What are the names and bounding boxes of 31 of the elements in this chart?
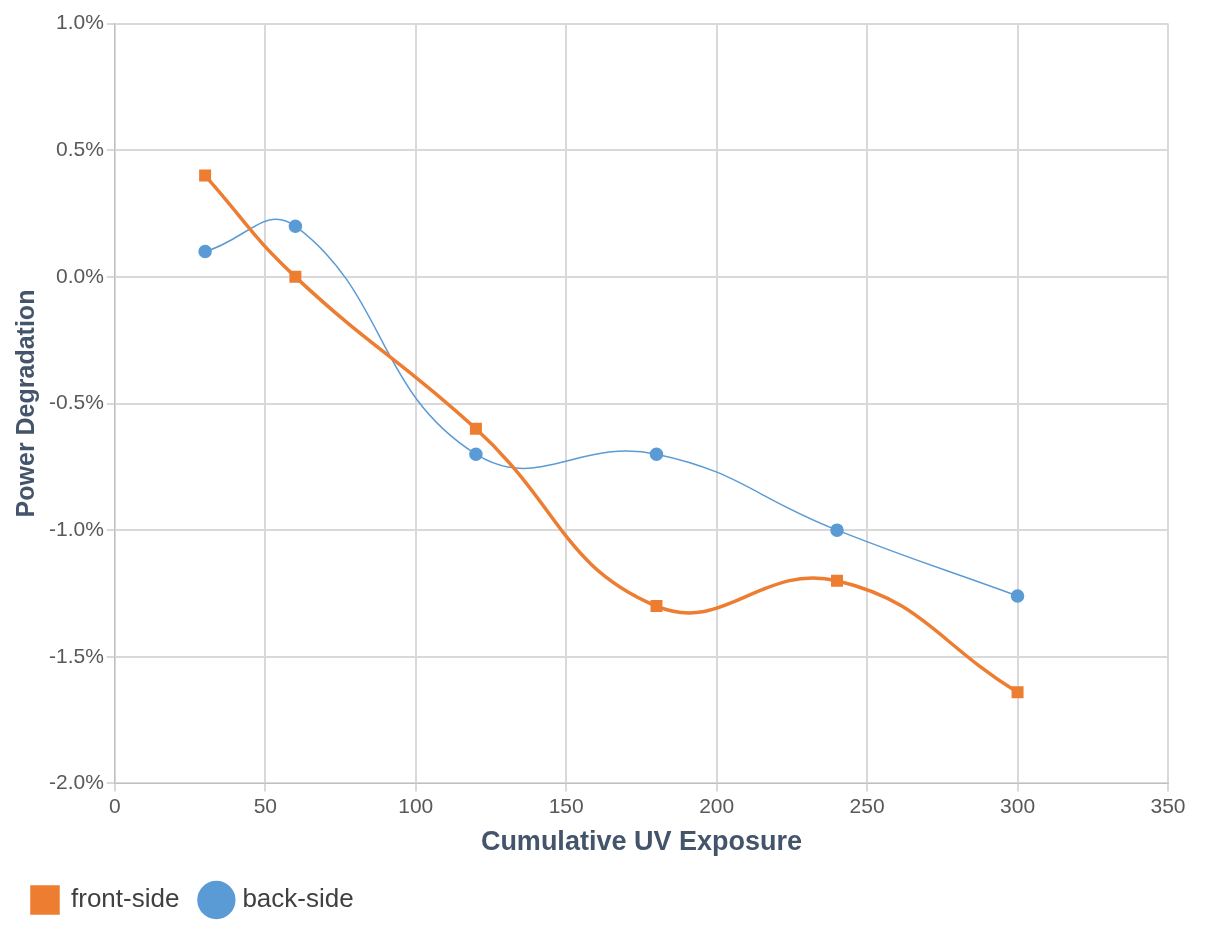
y-axis-title: Power Degradation bbox=[10, 289, 39, 518]
x-tick-label: 250 bbox=[849, 793, 885, 817]
y-tick-label: -2.0% bbox=[49, 770, 104, 794]
x-tick-label: 0 bbox=[109, 793, 121, 817]
point bbox=[1010, 589, 1025, 603]
x-tick-label: 350 bbox=[1150, 793, 1186, 817]
y-tick-label: -1.0% bbox=[49, 516, 104, 540]
point bbox=[831, 574, 844, 587]
point bbox=[288, 219, 303, 233]
point bbox=[830, 523, 844, 537]
point bbox=[199, 169, 212, 182]
point bbox=[649, 447, 664, 461]
y-tick-label: 1.0% bbox=[55, 10, 104, 34]
point bbox=[1011, 686, 1024, 699]
legend-label: front-side bbox=[71, 883, 180, 914]
point bbox=[469, 422, 482, 435]
point bbox=[469, 447, 483, 461]
x-tick-label: 100 bbox=[398, 793, 434, 817]
x-tick-label: 300 bbox=[1000, 793, 1036, 817]
x-tick-label: 200 bbox=[699, 793, 735, 817]
x-tick-label: 150 bbox=[548, 793, 584, 817]
y-tick-label: 0.5% bbox=[55, 137, 104, 161]
legend-label: back-side bbox=[242, 883, 354, 914]
point bbox=[289, 270, 302, 283]
y-tick-label: -1.5% bbox=[49, 643, 104, 667]
point bbox=[650, 600, 663, 613]
point bbox=[198, 244, 212, 259]
y-tick-label: 0.0% bbox=[55, 263, 104, 287]
x-axis-title: Cumulative UV Exposure bbox=[480, 826, 802, 857]
x-tick-label: 50 bbox=[253, 793, 277, 817]
y-tick-label: -0.5% bbox=[49, 390, 104, 414]
